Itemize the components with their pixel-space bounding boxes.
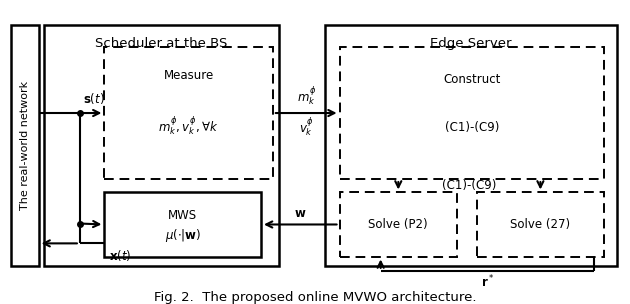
Text: $\mathbf{w}$: $\mathbf{w}$ [294,207,307,220]
Text: $\mathbf{s}(t)$: $\mathbf{s}(t)$ [83,92,105,106]
Text: Solve (P2): Solve (P2) [369,218,428,231]
Bar [43,25,278,266]
Text: Construct: Construct [443,74,500,86]
Text: (C1)-(C9): (C1)-(C9) [445,121,499,134]
Bar [325,25,617,266]
Text: Scheduler at the BS: Scheduler at the BS [95,36,227,50]
Text: $\mathbf{r}^*$: $\mathbf{r}^*$ [481,274,494,290]
Text: $\mu(\cdot|\mathbf{w})$: $\mu(\cdot|\mathbf{w})$ [164,227,201,244]
Bar [105,47,273,179]
Text: Measure: Measure [163,69,214,82]
Text: $\mathbf{x}(t)$: $\mathbf{x}(t)$ [109,248,132,263]
Bar [105,192,261,257]
Bar [340,192,457,257]
Text: MWS: MWS [168,209,197,222]
Text: (C1)-(C9): (C1)-(C9) [442,179,496,192]
Text: Solve (27): Solve (27) [510,218,570,231]
Text: The real-world network: The real-world network [20,81,30,210]
Text: $v_k^\phi$: $v_k^\phi$ [299,117,314,140]
Text: $m_k^\phi$: $m_k^\phi$ [297,86,316,108]
Text: Edge Server: Edge Server [430,36,512,50]
Text: Fig. 2.  The proposed online MVWO architecture.: Fig. 2. The proposed online MVWO archite… [154,291,476,304]
Bar [11,25,38,266]
Bar [477,192,604,257]
Bar [340,47,604,179]
Text: $m_k^\phi, v_k^\phi, \forall k$: $m_k^\phi, v_k^\phi, \forall k$ [158,116,219,138]
